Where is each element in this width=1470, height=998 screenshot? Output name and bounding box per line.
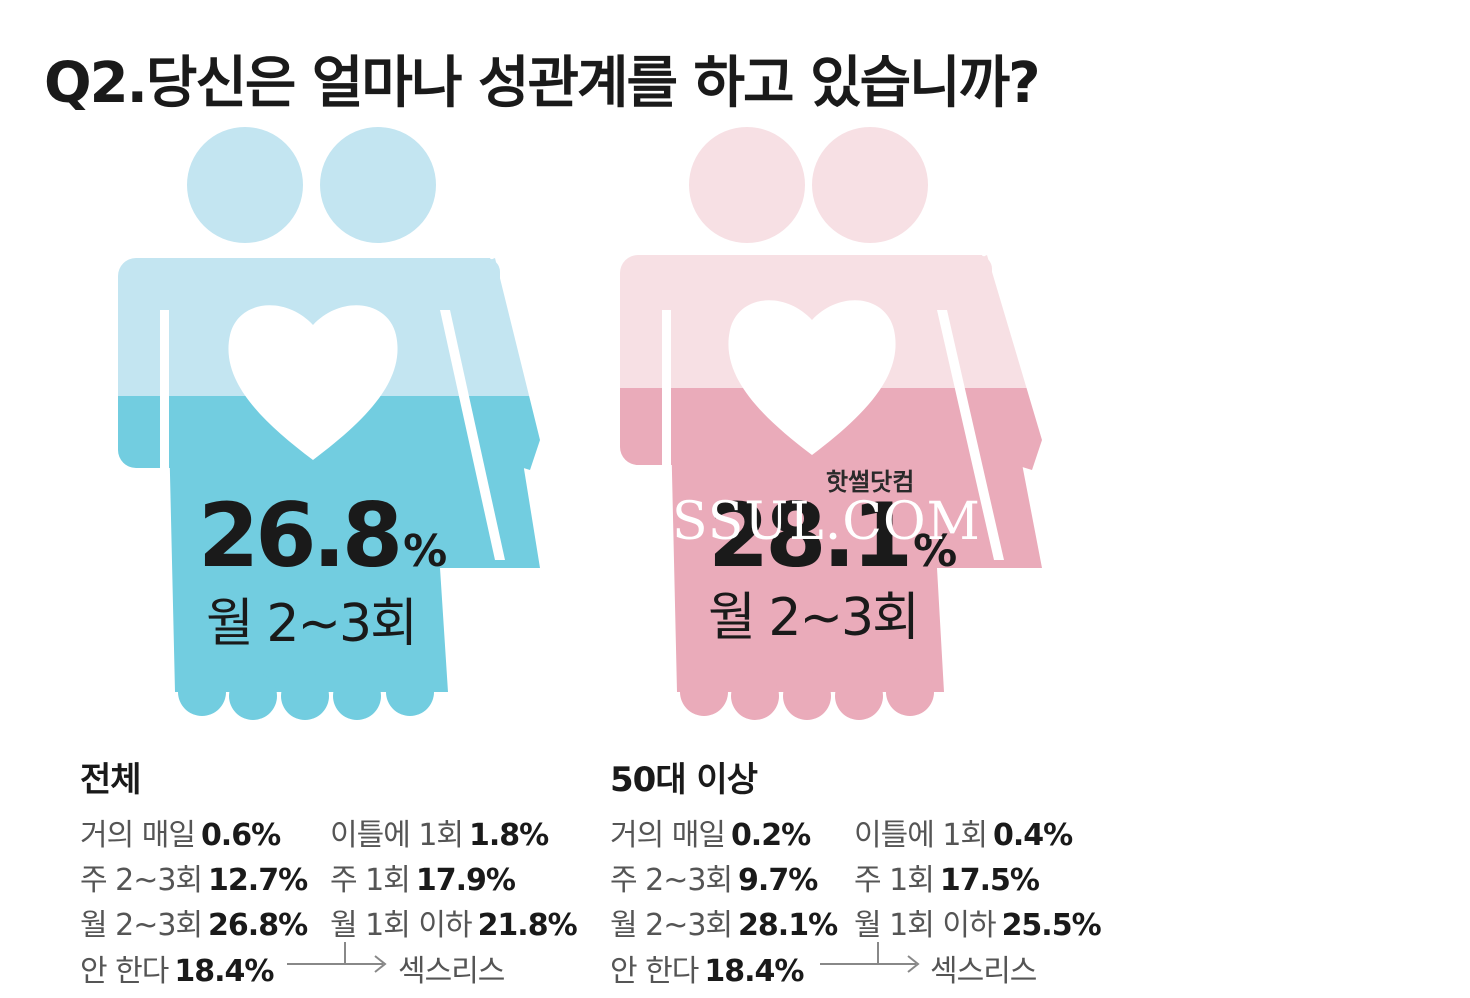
highlight-value: 28.1% xyxy=(708,484,958,587)
stat-row: 주 1회 17.9% xyxy=(330,863,516,898)
couple-figure-50plus: 28.1% 월 2~3회 xyxy=(612,120,1072,740)
stat-row: 월 2~3회 28.1% xyxy=(610,908,838,943)
stat-row: 거의 매일 0.2% xyxy=(610,818,811,853)
stat-row: 월 1회 이하 25.5% xyxy=(854,908,1102,943)
highlight-label: 월 2~3회 xyxy=(206,594,418,654)
stat-row: 이틀에 1회 1.8% xyxy=(330,818,549,853)
highlight-label: 월 2~3회 xyxy=(708,588,920,648)
heart-icon xyxy=(228,305,398,460)
watermark-ssul: SSUL.COM xyxy=(672,492,981,552)
stat-row: 주 2~3회 9.7% xyxy=(610,863,818,898)
sexless-label: 섹스리스 xyxy=(398,954,505,989)
stat-row: 주 1회 17.5% xyxy=(854,863,1040,898)
stat-row: 이틀에 1회 0.4% xyxy=(854,818,1073,853)
stat-row: 안 한다 18.4% xyxy=(80,954,274,989)
stat-row: 월 1회 이하 21.8% xyxy=(330,908,578,943)
couple-figure-overall: 26.8% 월 2~3회 xyxy=(110,120,570,740)
stat-row: 주 2~3회 12.7% xyxy=(80,863,308,898)
stat-row: 거의 매일 0.6% xyxy=(80,818,281,853)
stat-row: 월 2~3회 26.8% xyxy=(80,908,308,943)
highlight-value: 26.8% xyxy=(198,484,448,587)
stat-row: 안 한다 18.4% xyxy=(610,954,804,989)
arrow-icon xyxy=(287,942,387,973)
chart-title: Q2.당신은 얼마나 성관계를 하고 있습니까? xyxy=(44,51,1041,116)
arrow-icon xyxy=(820,942,920,973)
group-title-overall: 전체 xyxy=(80,760,142,800)
heart-icon xyxy=(728,300,896,455)
group-title-50plus: 50대 이상 xyxy=(610,760,758,800)
sexless-label: 섹스리스 xyxy=(930,954,1037,989)
watermark-korean: 핫썰닷컴 xyxy=(826,468,915,496)
